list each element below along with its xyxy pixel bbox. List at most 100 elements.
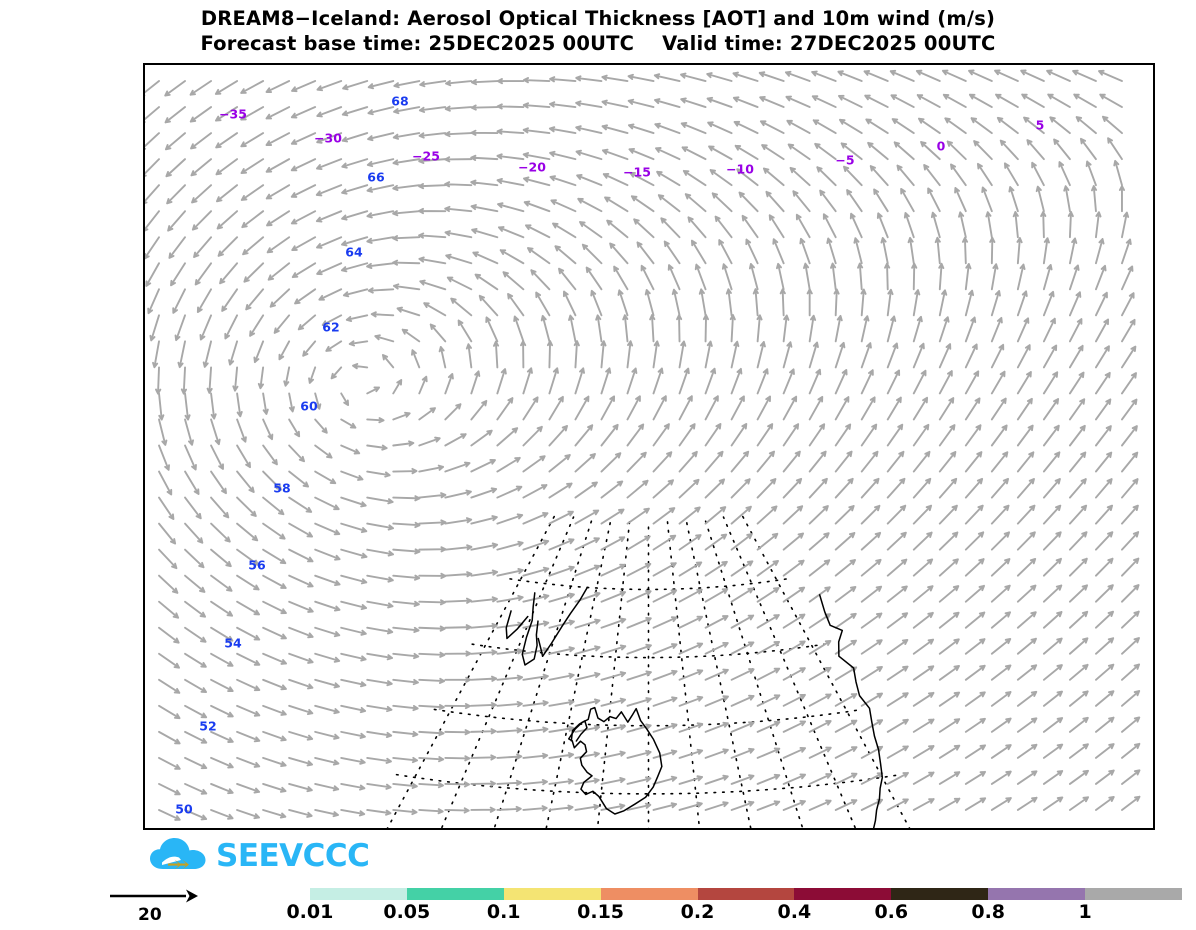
wind-arrow — [782, 613, 806, 629]
wind-arrow — [756, 368, 769, 395]
wind-arrow — [704, 450, 724, 473]
wind-arrow — [990, 343, 1005, 369]
longitude-label-minus15: −15 — [623, 164, 651, 180]
wind-arrow — [886, 396, 902, 421]
wind-arrow — [522, 425, 543, 447]
wind-arrow — [215, 106, 239, 122]
wind-arrow — [626, 507, 650, 525]
wind-arrow — [184, 678, 208, 693]
wind-arrow — [314, 548, 341, 561]
wind-arrow — [341, 158, 369, 169]
wind-arrow — [574, 367, 585, 395]
wind-arrow — [1094, 743, 1115, 759]
wind-arrow — [574, 481, 598, 499]
wind-arrow — [579, 221, 603, 239]
seevccc-logo[interactable]: SEEVCCC — [148, 834, 370, 878]
wind-arrow — [574, 509, 600, 525]
wind-arrow — [401, 328, 421, 343]
wind-arrow — [291, 80, 317, 93]
map-canvas[interactable]: 68 66 64 62 60 58 56 54 52 50 −35 −30 −25 −20 −15 −10−… — [143, 63, 1155, 830]
wind-arrow — [1094, 663, 1115, 681]
wind-arrow — [900, 188, 915, 213]
wind-arrow — [808, 666, 832, 681]
wind-arrow — [990, 451, 1009, 473]
wind-arrow — [315, 184, 343, 197]
wind-arrow — [366, 444, 388, 451]
wind-arrow — [243, 262, 265, 283]
wind-arrow — [912, 423, 930, 447]
aot-colorbar[interactable] — [213, 888, 1183, 900]
wind-arrow — [756, 800, 781, 811]
wind-arrow — [741, 214, 759, 239]
wind-arrow — [184, 809, 208, 821]
wind-arrow — [1042, 743, 1064, 759]
wind-arrow — [938, 611, 960, 629]
wind-arrow — [240, 80, 265, 94]
wind-arrow — [374, 334, 395, 343]
wind-arrow — [985, 211, 993, 239]
wind-arrow — [1042, 504, 1062, 525]
wind-arrow — [366, 210, 395, 219]
wind-arrow — [968, 93, 993, 109]
wind-arrow — [340, 262, 369, 273]
wind-arrow — [184, 756, 208, 770]
wind-arrow — [470, 701, 497, 709]
longitude-label-minus25: −25 — [412, 148, 440, 164]
colorbar-tick-0.4: 0.4 — [777, 901, 812, 923]
wind-arrow — [341, 210, 369, 221]
wind-arrow — [834, 450, 853, 473]
wind-arrow — [184, 496, 202, 520]
wind-arrow — [496, 805, 522, 813]
wind-arrow — [366, 652, 393, 661]
wind-arrow — [934, 236, 941, 265]
wind-arrow — [392, 210, 421, 217]
wind-arrow — [210, 652, 234, 667]
wind-arrow — [206, 366, 213, 394]
wind-arrow — [1042, 717, 1064, 733]
wind-arrow — [340, 626, 367, 636]
wind-arrow — [1121, 637, 1140, 655]
wind-arrow — [633, 218, 655, 239]
wind-arrow — [158, 522, 177, 545]
wind-arrow — [314, 496, 340, 511]
wind-arrow — [968, 69, 993, 82]
wind-arrow — [392, 521, 421, 529]
wind-arrow — [1094, 318, 1110, 343]
wind-arrow — [496, 456, 521, 473]
wind-arrow — [367, 106, 395, 116]
wind-arrow — [202, 340, 213, 368]
wind-arrow — [314, 470, 337, 485]
wind-arrow — [756, 559, 779, 577]
wind-arrow — [756, 450, 775, 473]
wind-arrow — [366, 730, 393, 739]
wind-arrow — [470, 806, 496, 813]
wind-arrow — [470, 154, 499, 161]
wind-arrow — [912, 558, 934, 577]
wind-arrow — [191, 184, 213, 204]
wind-arrow — [266, 210, 291, 227]
wind-arrow — [803, 262, 811, 291]
wind-arrow — [522, 673, 549, 681]
wind-arrow — [340, 392, 350, 406]
wind-arrow — [652, 616, 678, 629]
wind-arrow — [152, 340, 160, 369]
wind-arrow — [1016, 451, 1035, 473]
wind-scale-arrow-icon — [110, 889, 198, 903]
wind-arrow — [678, 478, 700, 499]
wind-arrow — [345, 314, 369, 322]
wind-arrow — [158, 730, 181, 745]
wind-arrow — [1094, 238, 1105, 265]
wind-arrow — [1042, 637, 1063, 655]
wind-arrow — [236, 600, 260, 616]
wind-arrow — [288, 730, 314, 741]
wind-arrow — [626, 395, 641, 421]
wind-arrow — [236, 470, 255, 493]
wind-arrow — [676, 314, 683, 343]
title-line-1: DREAM8−Iceland: Aerosol Optical Thicknes… — [200, 7, 996, 30]
wind-arrow — [523, 77, 551, 84]
wind-arrow — [308, 366, 317, 384]
wind-arrow — [253, 340, 265, 364]
wind-arrow — [652, 589, 678, 603]
wind-arrow — [808, 746, 832, 759]
wind-arrow — [290, 132, 317, 145]
